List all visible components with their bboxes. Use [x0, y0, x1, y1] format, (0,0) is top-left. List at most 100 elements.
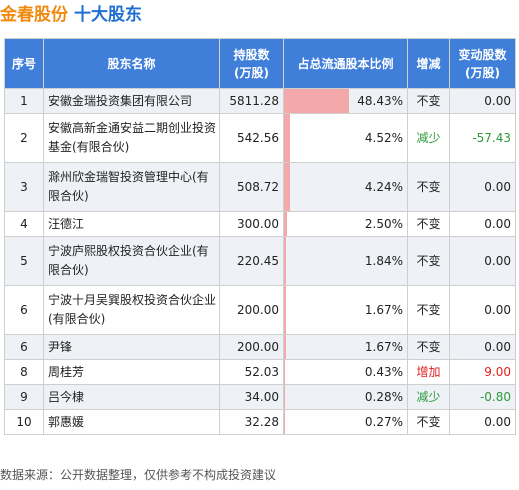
cell-shares: 5811.28 [219, 88, 284, 114]
table-row: 9 吕今棣 34.00 0.28% 减少 -0.80 [4, 384, 516, 410]
ratio-bar [284, 286, 287, 334]
table-row: 1 安徽金瑞投资集团有限公司 5811.28 48.43% 不变 0.00 [4, 88, 516, 114]
ratio-bar [284, 163, 290, 211]
cell-change: 不变 [407, 409, 450, 435]
ratio-value: 1.67% [364, 302, 403, 317]
cell-ratio: 4.52% [283, 113, 408, 163]
table-row: 8 周桂芳 52.03 0.43% 增加 9.00 [4, 359, 516, 385]
company-name: 金春股份 [0, 5, 68, 25]
table-row: 4 汪德江 300.00 2.50% 不变 0.00 [4, 211, 516, 237]
cell-ratio: 1.67% [283, 285, 408, 335]
cell-ratio: 48.43% [283, 88, 408, 114]
cell-shares: 542.56 [219, 113, 284, 163]
cell-ratio: 0.28% [283, 384, 408, 410]
cell-shares: 300.00 [219, 211, 284, 237]
cell-rank: 2 [4, 113, 44, 163]
cell-rank: 8 [4, 359, 44, 385]
cell-shares: 34.00 [219, 384, 284, 410]
cell-shares: 200.00 [219, 334, 284, 360]
cell-name: 吕今棣 [43, 384, 220, 410]
table-row: 3 滁州欣金瑞智投资管理中心(有限合伙) 508.72 4.24% 不变 0.00 [4, 162, 516, 212]
cell-rank: 3 [4, 162, 44, 212]
cell-delta: 0.00 [449, 285, 516, 335]
shareholders-table: 序号 股东名称 持股数 (万股) 占总流通股本比例 增减 变动股数 (万股) 1… [4, 38, 516, 435]
cell-rank: 10 [4, 409, 44, 435]
cell-delta: 0.00 [449, 211, 516, 237]
ratio-value: 4.52% [364, 130, 403, 145]
cell-delta: 0.00 [449, 334, 516, 360]
cell-change: 不变 [407, 236, 450, 286]
page-title: 金春股份 十大股东 [0, 4, 142, 26]
ratio-value: 0.28% [364, 389, 403, 404]
cell-name: 汪德江 [43, 211, 220, 237]
cell-name: 安徽高新金通安益二期创业投资基金(有限合伙) [43, 113, 220, 163]
cell-name: 安徽金瑞投资集团有限公司 [43, 88, 220, 114]
cell-rank: 6 [4, 334, 44, 360]
table-header-row: 序号 股东名称 持股数 (万股) 占总流通股本比例 增减 变动股数 (万股) [4, 38, 516, 89]
cell-name: 宁波十月吴巽股权投资合伙企业(有限合伙) [43, 285, 220, 335]
cell-change: 不变 [407, 285, 450, 335]
ratio-value: 1.84% [364, 253, 403, 268]
cell-rank: 4 [4, 211, 44, 237]
cell-ratio: 1.67% [283, 334, 408, 360]
ratio-bar [284, 237, 287, 285]
ratio-bar [284, 335, 287, 359]
cell-change: 减少 [407, 113, 450, 163]
cell-delta: 9.00 [449, 359, 516, 385]
table-row: 10 郭惠媛 32.28 0.27% 不变 0.00 [4, 409, 516, 435]
cell-shares: 508.72 [219, 162, 284, 212]
cell-change: 减少 [407, 384, 450, 410]
cell-shares: 32.28 [219, 409, 284, 435]
cell-shares: 220.45 [219, 236, 284, 286]
column-header-rank: 序号 [4, 38, 44, 89]
cell-name: 滁州欣金瑞智投资管理中心(有限合伙) [43, 162, 220, 212]
data-source-note: 数据来源：公开数据整理，仅供参考不构成投资建议 [0, 468, 277, 482]
cell-ratio: 0.27% [283, 409, 408, 435]
column-header-shares: 持股数 (万股) [219, 38, 284, 89]
cell-rank: 9 [4, 384, 44, 410]
ratio-value: 0.43% [364, 364, 403, 379]
cell-delta: 0.00 [449, 409, 516, 435]
cell-delta: -57.43 [449, 113, 516, 163]
cell-ratio: 2.50% [283, 211, 408, 237]
cell-ratio: 1.84% [283, 236, 408, 286]
cell-name: 尹锋 [43, 334, 220, 360]
ratio-bar [284, 212, 288, 236]
ratio-value: 2.50% [364, 216, 403, 231]
column-header-delta: 变动股数 (万股) [449, 38, 516, 89]
cell-rank: 5 [4, 236, 44, 286]
table-row: 5 宁波庐熙股权投资合伙企业(有限合伙) 220.45 1.84% 不变 0.00 [4, 236, 516, 286]
cell-name: 宁波庐熙股权投资合伙企业(有限合伙) [43, 236, 220, 286]
ratio-value: 48.43% [357, 93, 403, 108]
cell-delta: 0.00 [449, 88, 516, 114]
cell-change: 不变 [407, 162, 450, 212]
ratio-value: 1.67% [364, 339, 403, 354]
ratio-bar [284, 360, 285, 384]
cell-change: 增加 [407, 359, 450, 385]
table-row: 6 尹锋 200.00 1.67% 不变 0.00 [4, 334, 516, 360]
cell-name: 郭惠媛 [43, 409, 220, 435]
column-header-name: 股东名称 [43, 38, 220, 89]
column-header-ratio: 占总流通股本比例 [283, 38, 408, 89]
section-title: 十大股东 [74, 5, 142, 25]
cell-delta: -0.80 [449, 384, 516, 410]
cell-shares: 52.03 [219, 359, 284, 385]
cell-delta: 0.00 [449, 162, 516, 212]
cell-change: 不变 [407, 88, 450, 114]
cell-ratio: 0.43% [283, 359, 408, 385]
table-row: 2 安徽高新金通安益二期创业投资基金(有限合伙) 542.56 4.52% 减少 -57.… [4, 113, 516, 163]
ratio-bar [284, 114, 291, 162]
table-row: 6 宁波十月吴巽股权投资合伙企业(有限合伙) 200.00 1.67% 不变 0.00 [4, 285, 516, 335]
cell-name: 周桂芳 [43, 359, 220, 385]
cell-delta: 0.00 [449, 236, 516, 286]
ratio-value: 4.24% [364, 179, 403, 194]
cell-ratio: 4.24% [283, 162, 408, 212]
cell-rank: 6 [4, 285, 44, 335]
cell-shares: 200.00 [219, 285, 284, 335]
ratio-bar [284, 89, 350, 113]
column-header-change: 增减 [407, 38, 450, 89]
ratio-value: 0.27% [364, 414, 403, 429]
cell-change: 不变 [407, 334, 450, 360]
cell-change: 不变 [407, 211, 450, 237]
cell-rank: 1 [4, 88, 44, 114]
